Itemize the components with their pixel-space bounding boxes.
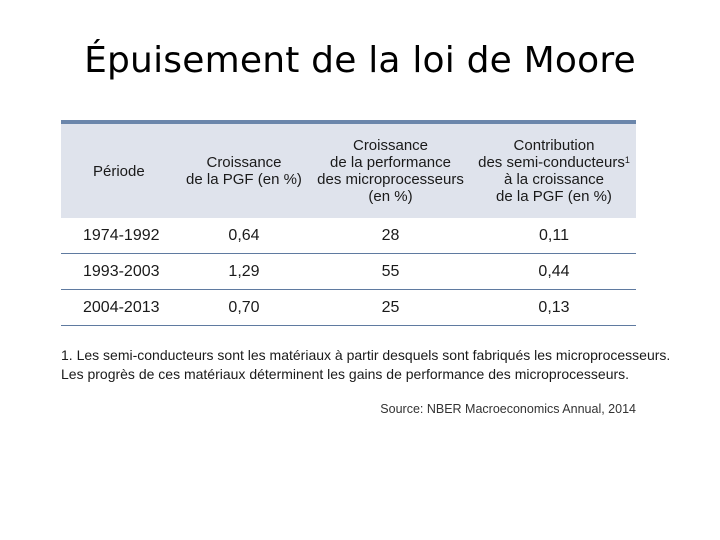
header-performance-growth: Croissance de la performance des micropr… [309,124,472,218]
header-contrib-line-2: des semi-conducteurs1 [474,154,634,171]
cell-pgf: 0,64 [179,218,309,254]
header-period: Période [61,124,179,218]
table-row: 1974-1992 0,64 28 0,11 [61,218,636,254]
cell-performance: 28 [309,218,472,254]
data-table-container: Période Croissance de la PGF (en %) Croi… [61,120,636,326]
header-contrib-line-2-text: des semi-conducteurs [478,154,625,171]
header-perf-line-4: (en %) [368,188,413,205]
data-table: Période Croissance de la PGF (en %) Croi… [61,124,636,326]
source-note: Source: NBER Macroeconomics Annual, 2014 [380,402,636,416]
cell-pgf: 0,70 [179,289,309,326]
table-header-row: Période Croissance de la PGF (en %) Croi… [61,124,636,218]
cell-period: 1974-1992 [61,218,179,254]
cell-contribution: 0,11 [472,218,636,254]
header-contrib-line-4: de la PGF (en %) [496,188,612,205]
header-perf-line-2: de la performance [330,154,451,171]
cell-period: 2004-2013 [61,289,179,326]
header-contrib-line-1: Contribution [513,137,595,154]
table-row: 1993-2003 1,29 55 0,44 [61,253,636,290]
table-top-rule [61,120,636,124]
cell-contribution: 0,44 [472,253,636,290]
header-perf-line-1: Croissance [352,137,429,154]
header-pgf-line-1: Croissance [206,154,282,171]
header-pgf-growth: Croissance de la PGF (en %) [179,124,309,218]
slide-title: Épuisement de la loi de Moore [84,40,636,81]
cell-pgf: 1,29 [179,253,309,290]
table-row: 2004-2013 0,70 25 0,13 [61,289,636,326]
cell-contribution: 0,13 [472,289,636,326]
cell-period: 1993-2003 [61,253,179,290]
footnote-marker: 1 [624,155,630,165]
cell-performance: 55 [309,253,472,290]
footnote: 1. Les semi-conducteurs sont les matéria… [61,346,671,384]
header-perf-line-3: des microprocesseurs [317,171,464,188]
header-contribution: Contribution des semi-conducteurs1 à la … [472,124,636,218]
header-pgf-line-2: de la PGF (en %) [186,171,302,188]
footnote-line-2: Les progrès de ces matériaux déterminent… [61,366,630,382]
cell-performance: 25 [309,289,472,326]
footnote-line-1: 1. Les semi-conducteurs sont les matéria… [61,347,671,363]
header-contrib-line-3: à la croissance [503,171,605,188]
